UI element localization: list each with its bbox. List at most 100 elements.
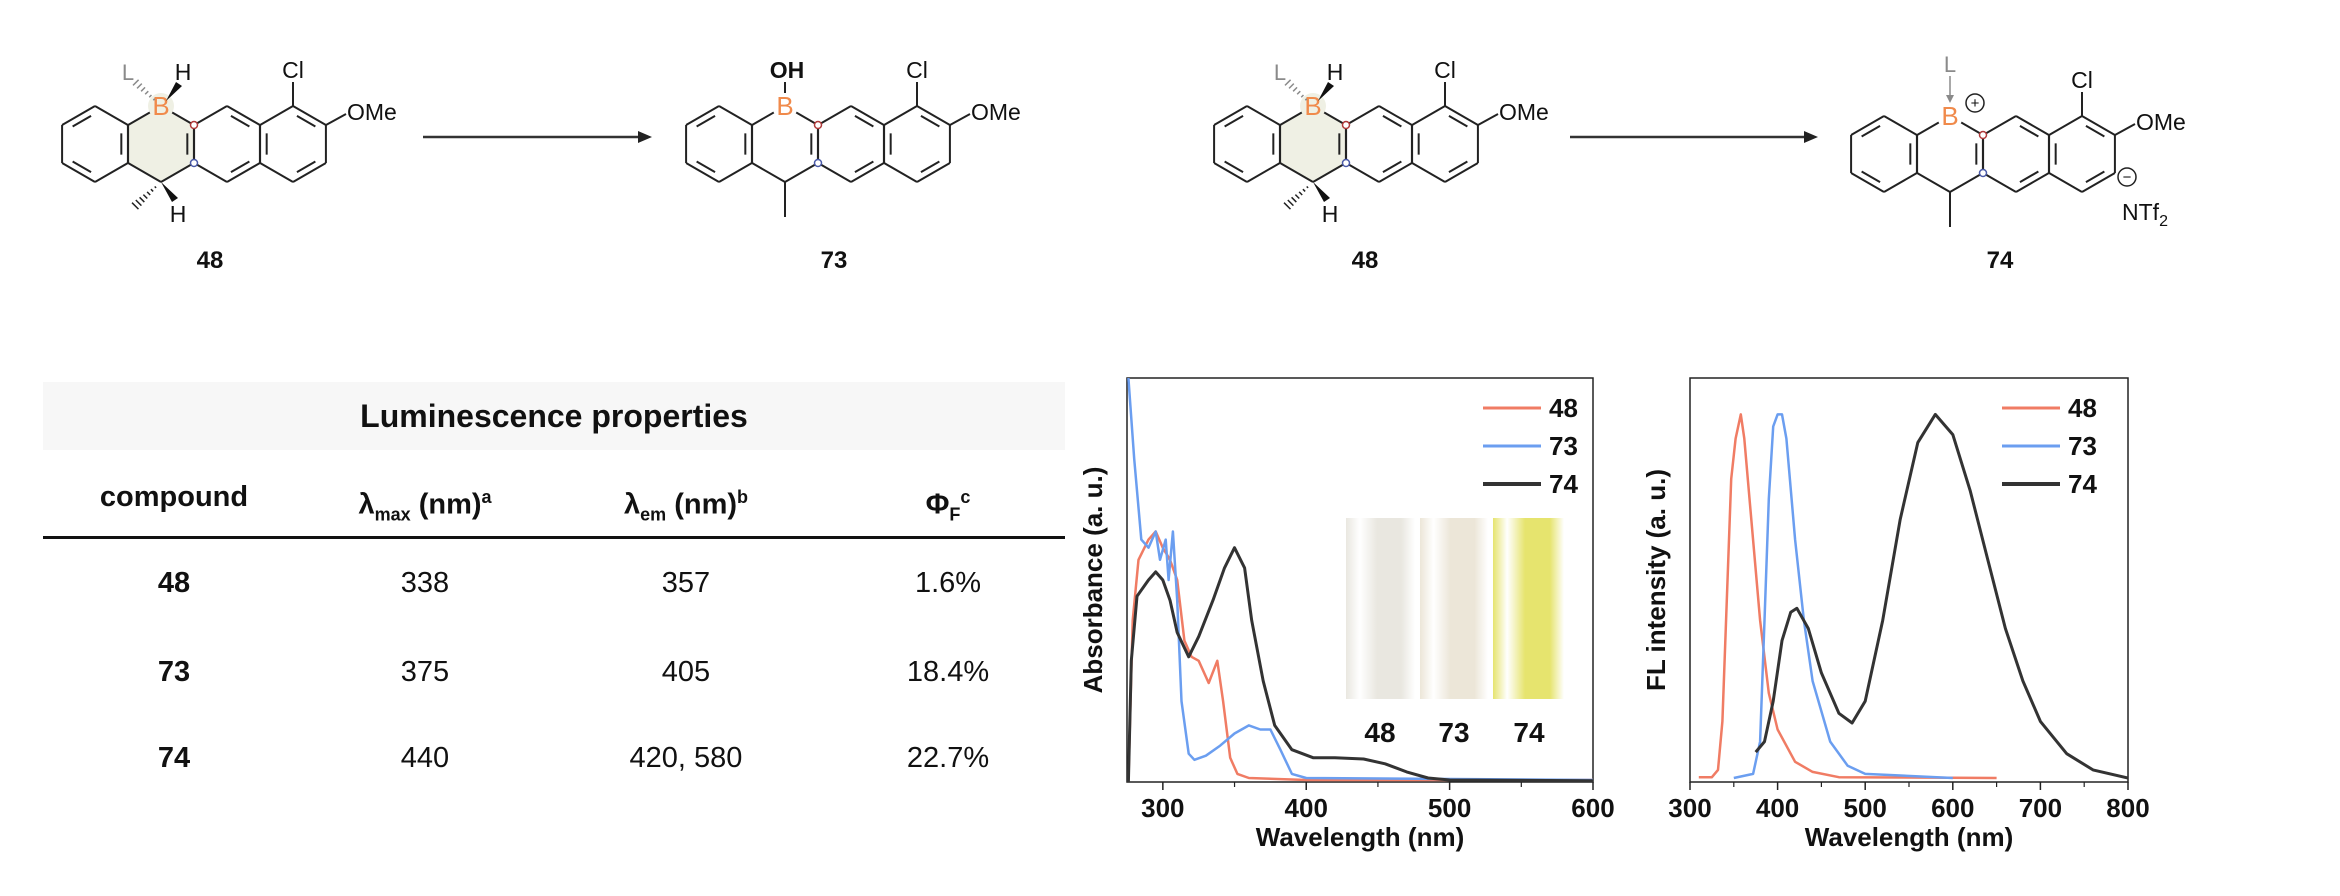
bond (1312, 162, 1347, 183)
absorption-chart: 300 400 500 600 Wavelength (nm) Absorbance (a… (1078, 377, 1615, 852)
structure-48: B Cl OMe L H H (1213, 57, 1549, 227)
double-bond (920, 115, 940, 128)
bond (226, 105, 261, 126)
bond (2081, 115, 2116, 136)
double-bond (230, 160, 250, 173)
bond (883, 105, 918, 126)
plot-frame (1126, 377, 1594, 783)
cell-lambda-em: 357 (661, 567, 711, 599)
vial-48 (1346, 518, 1415, 699)
double-bond (1448, 160, 1468, 173)
bond (193, 105, 228, 126)
bond (127, 162, 162, 183)
hash-bond (142, 194, 148, 200)
cell-lambda-max: 375 (400, 656, 450, 688)
double-bond (296, 160, 316, 173)
bond (1883, 172, 1918, 193)
blue-dot-marker (189, 158, 199, 168)
hash-bond (135, 199, 142, 207)
boron-bg (772, 93, 798, 119)
chloro-label: Cl (906, 57, 928, 83)
reaction-arrow (1570, 131, 1818, 143)
arrow-head-icon (1946, 95, 1954, 103)
hash-bond (1302, 188, 1306, 192)
hash-bond (1298, 191, 1303, 196)
bond (160, 162, 195, 183)
vial-74 (1493, 518, 1564, 699)
cell-lambda-max: 440 (400, 742, 450, 774)
hash-bond (152, 98, 156, 101)
bond (1850, 115, 1885, 136)
symbol: Φ (925, 488, 950, 521)
vial-73 (1420, 518, 1488, 699)
x-axis-title: Wavelength (nm) (1805, 822, 2013, 852)
compound-label: 48 (1352, 247, 1379, 274)
series-line-48 (1127, 530, 1593, 782)
structure-74: B Cl OMe L + − NTf2 (1850, 52, 2186, 230)
bond (1279, 162, 1314, 183)
footnote-mark: c (960, 487, 971, 507)
methoxy-label: OMe (347, 99, 397, 125)
double-bond (920, 160, 940, 173)
red-dot-marker (1978, 130, 1988, 140)
compound-label: 74 (1987, 247, 2014, 274)
bond (1444, 105, 1479, 126)
x-axis-title: Wavelength (nm) (1256, 822, 1464, 852)
series-line-73 (1733, 413, 1953, 780)
hash-bond (1283, 202, 1291, 210)
subscript: em (640, 504, 667, 525)
bond (2081, 172, 2116, 193)
chloro-label: Cl (1434, 57, 1456, 83)
x-tick-label: 800 (2106, 793, 2149, 823)
double-bond (1382, 160, 1402, 173)
double-bond (230, 115, 250, 128)
chloro-label: Cl (282, 57, 304, 83)
hash-bond (1284, 79, 1292, 86)
hydrogen-label: H (1327, 59, 1344, 85)
hydrogen-label: H (1322, 201, 1339, 227)
x-tick-label: 300 (1668, 793, 1711, 823)
wedge-bond (1318, 82, 1334, 101)
bond (1982, 115, 2017, 136)
red-dot-marker (189, 120, 199, 130)
double-bond (1861, 170, 1881, 183)
double-bond (2019, 170, 2039, 183)
x-tick-label: 600 (1931, 793, 1974, 823)
bond (1850, 172, 1885, 193)
hash-bond (139, 196, 145, 203)
bond (850, 105, 885, 126)
hash-bond (144, 90, 149, 95)
structure-73: B Cl OMe OH (685, 57, 1021, 217)
bond (292, 105, 327, 126)
bond (1982, 172, 2017, 193)
counterion-text: NTf (2122, 199, 2160, 225)
y-axis-title: Absorbance (a. u.) (1078, 467, 1108, 694)
cell-compound: 74 (157, 742, 191, 774)
subscript: max (374, 504, 411, 525)
hash-bond (1294, 194, 1300, 200)
hydrogen-label: H (175, 59, 192, 85)
bond (949, 113, 971, 126)
x-tick-label: 700 (2019, 793, 2062, 823)
bond (1213, 105, 1248, 126)
cell-lambda-em: 420, 580 (629, 742, 743, 774)
header-lambda-em: λem (nm)b (556, 480, 816, 531)
hash-bond (154, 185, 157, 189)
bond (259, 162, 294, 183)
bond (2048, 172, 2083, 193)
table-title: Luminescence properties (43, 382, 1065, 450)
hash-bond (1306, 185, 1309, 189)
compound-label: 48 (197, 247, 224, 274)
bond (226, 162, 261, 183)
negative-charge: − (2123, 169, 2132, 186)
bond (718, 105, 753, 126)
boron-atom: B (776, 91, 793, 121)
wedge-bond (166, 82, 182, 101)
x-tick-label: 500 (1844, 793, 1887, 823)
reaction-arrow (423, 131, 652, 143)
bond (1477, 113, 1499, 126)
cell-quantum-yield: 1.6% (914, 567, 982, 599)
symbol: λ (358, 488, 375, 521)
unit: (nm) (410, 488, 482, 521)
unit: (nm) (666, 488, 738, 521)
